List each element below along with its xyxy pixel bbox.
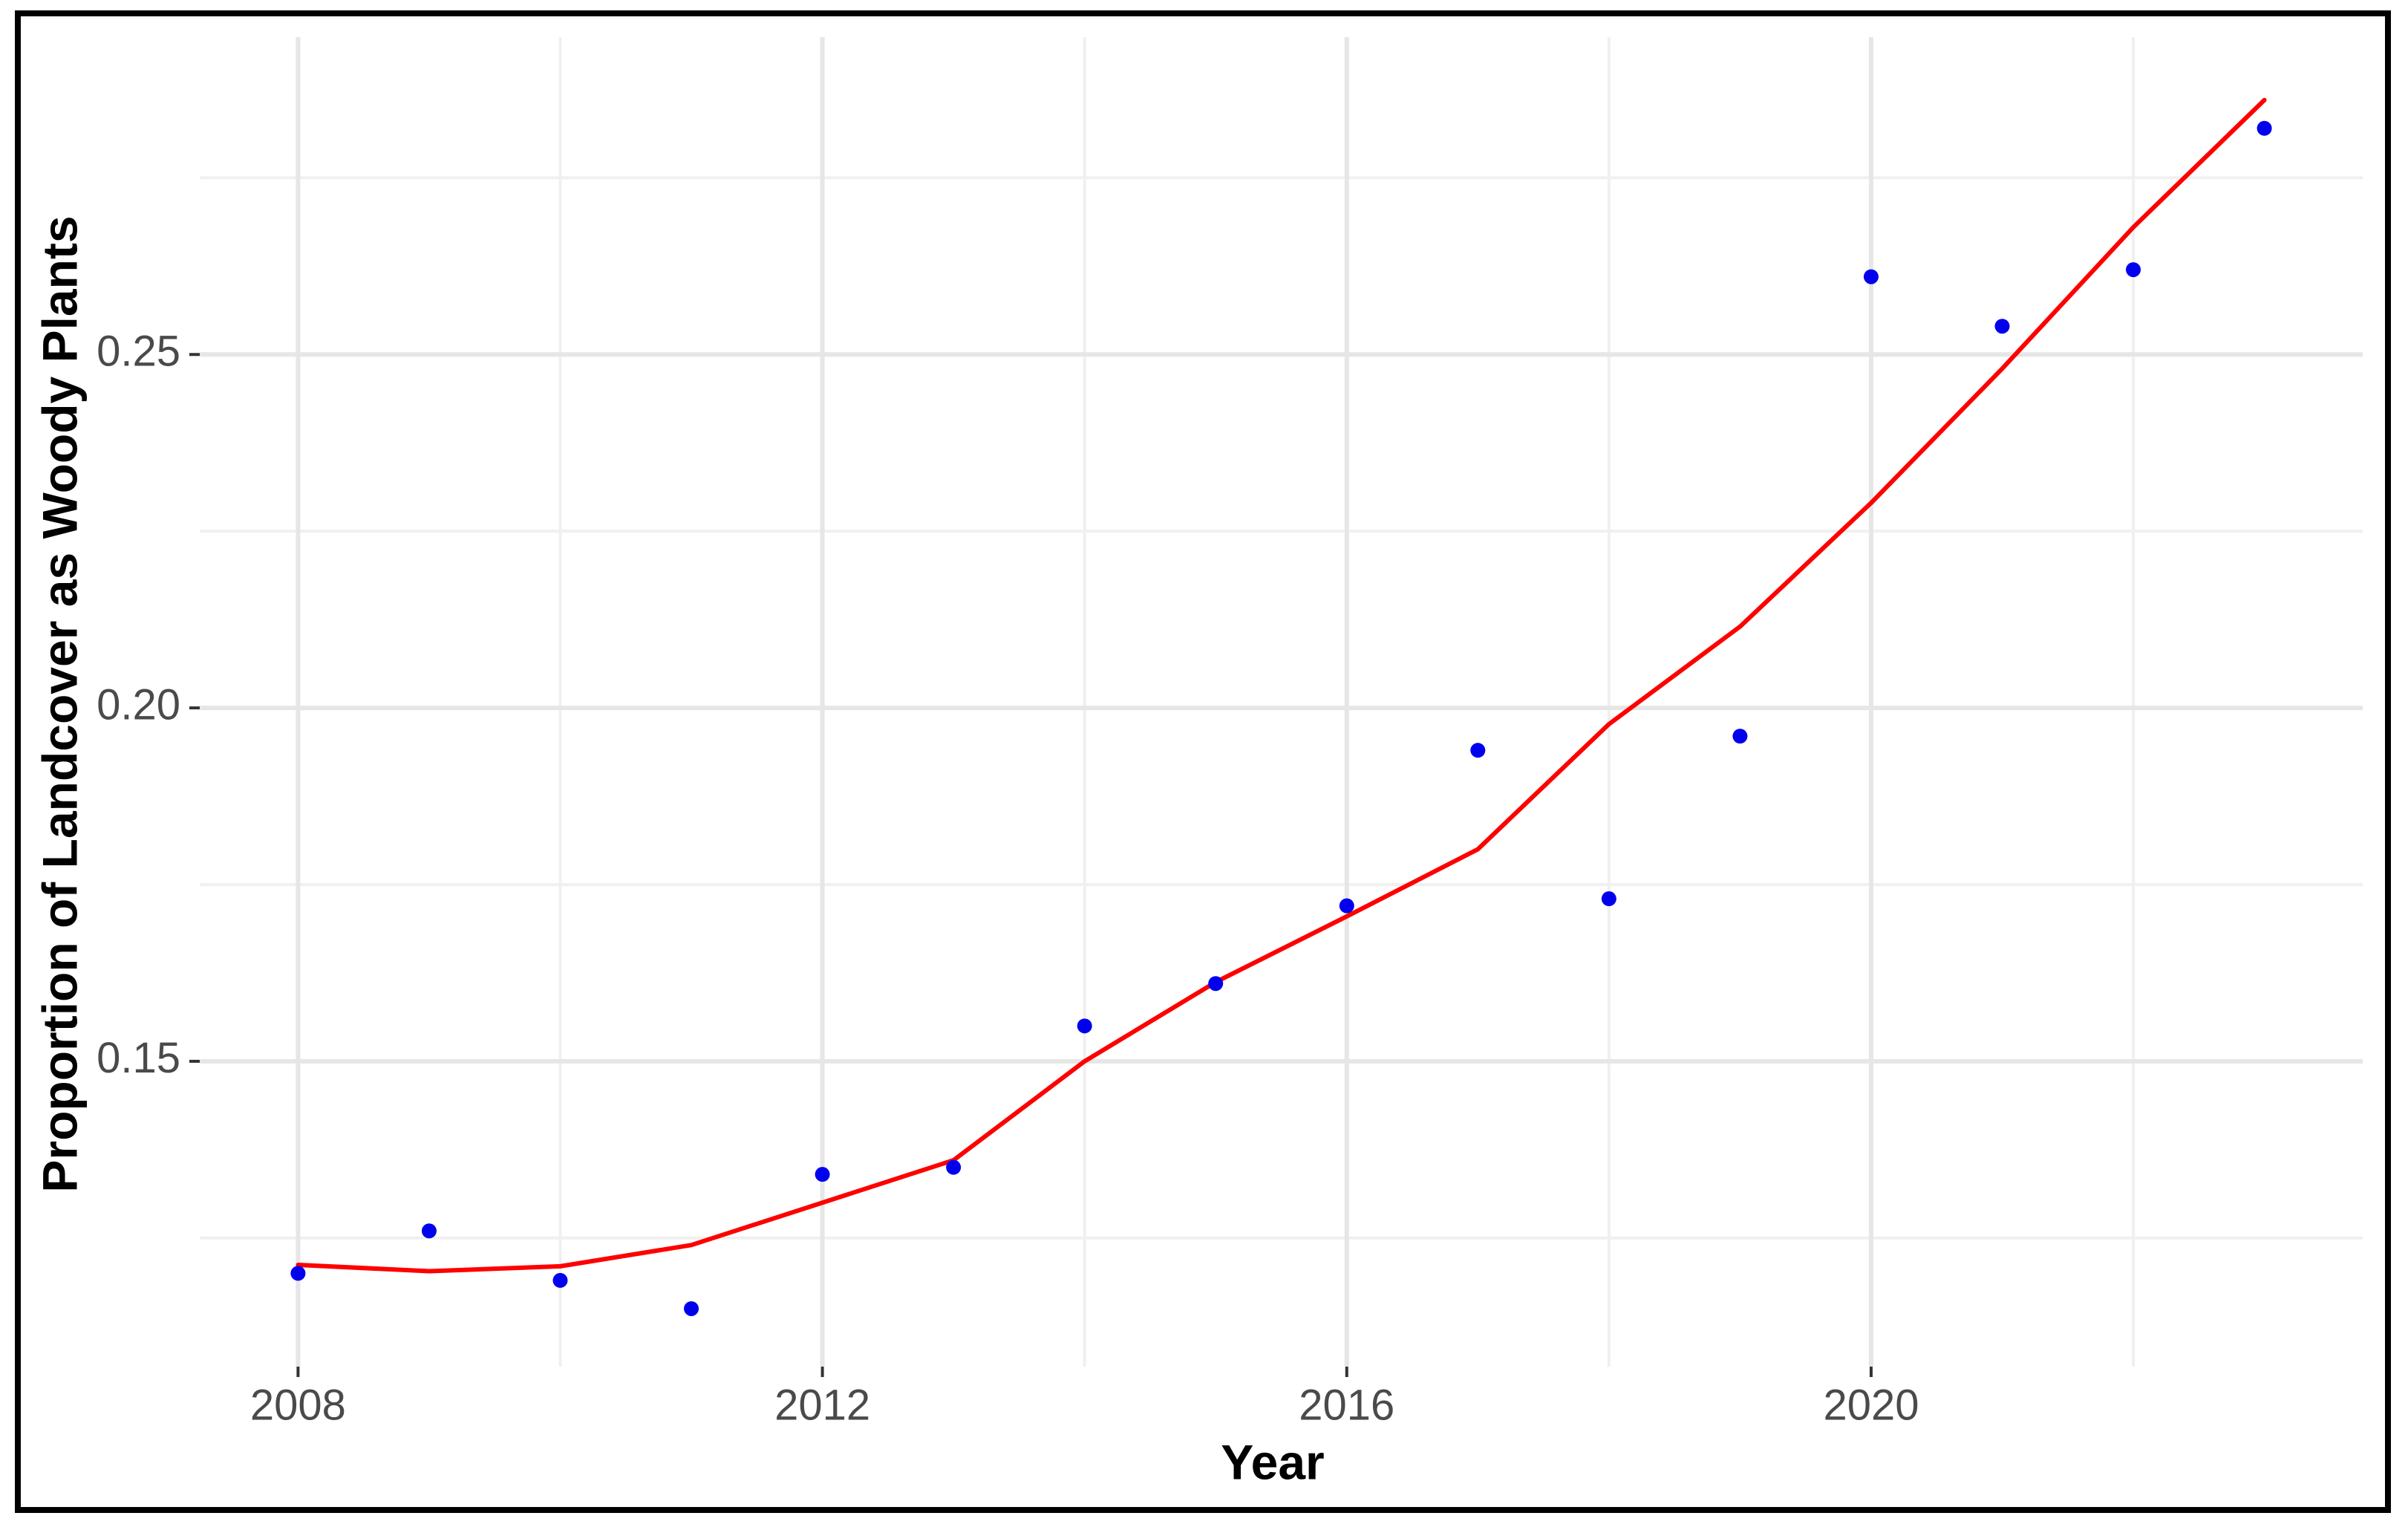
points-layer — [290, 120, 2272, 1316]
tick-labels: 2008 2012 2016 2020 0.15 0.20 0.25 — [97, 328, 1919, 1430]
data-point — [1208, 976, 1224, 992]
y-tick-label: 0.15 — [97, 1034, 180, 1082]
data-point — [1077, 1018, 1092, 1034]
trend-layer — [296, 97, 2267, 1274]
data-point — [552, 1272, 568, 1288]
minor-gridlines — [200, 37, 2363, 1367]
data-point — [1732, 729, 1748, 744]
y-tick-label: 0.20 — [97, 680, 180, 729]
data-point — [684, 1301, 699, 1316]
x-tick-label: 2012 — [774, 1381, 870, 1429]
data-point — [1994, 319, 2010, 334]
data-point — [290, 1266, 306, 1281]
axis-ticks — [189, 353, 1873, 1377]
data-point — [2126, 262, 2141, 278]
figure-border — [15, 10, 2391, 1513]
data-point — [815, 1167, 830, 1182]
data-point — [1339, 898, 1354, 914]
x-tick-label: 2008 — [250, 1381, 346, 1429]
y-axis-title: Proportion of Landcover as Woody Plants — [32, 215, 87, 1192]
x-tick-label: 2016 — [1299, 1381, 1394, 1429]
data-point — [1470, 743, 1486, 758]
major-gridlines — [200, 37, 2363, 1367]
trend-line — [296, 97, 2267, 1274]
data-point — [946, 1159, 962, 1175]
x-axis-title: Year — [1221, 1434, 1324, 1489]
y-tick-label: 0.25 — [97, 328, 180, 376]
data-point — [1863, 269, 1879, 284]
data-point — [2257, 120, 2272, 136]
data-point — [1601, 891, 1616, 907]
data-point — [421, 1223, 437, 1239]
x-tick-label: 2020 — [1823, 1381, 1919, 1429]
